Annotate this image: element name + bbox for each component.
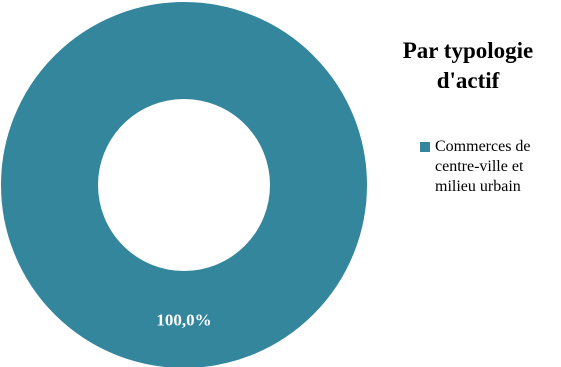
legend: Commerces de centre-ville et milieu urba… <box>420 137 558 197</box>
legend-label: Commerces de centre-ville et milieu urba… <box>435 138 531 195</box>
donut-slice <box>1 2 367 367</box>
donut-chart: 100,0% <box>1 2 367 367</box>
data-label: 100,0% <box>156 311 211 330</box>
legend-item: Commerces de centre-ville et milieu urba… <box>420 137 558 197</box>
legend-swatch <box>420 142 430 152</box>
chart-title: Par typologie d'actif <box>402 38 534 93</box>
